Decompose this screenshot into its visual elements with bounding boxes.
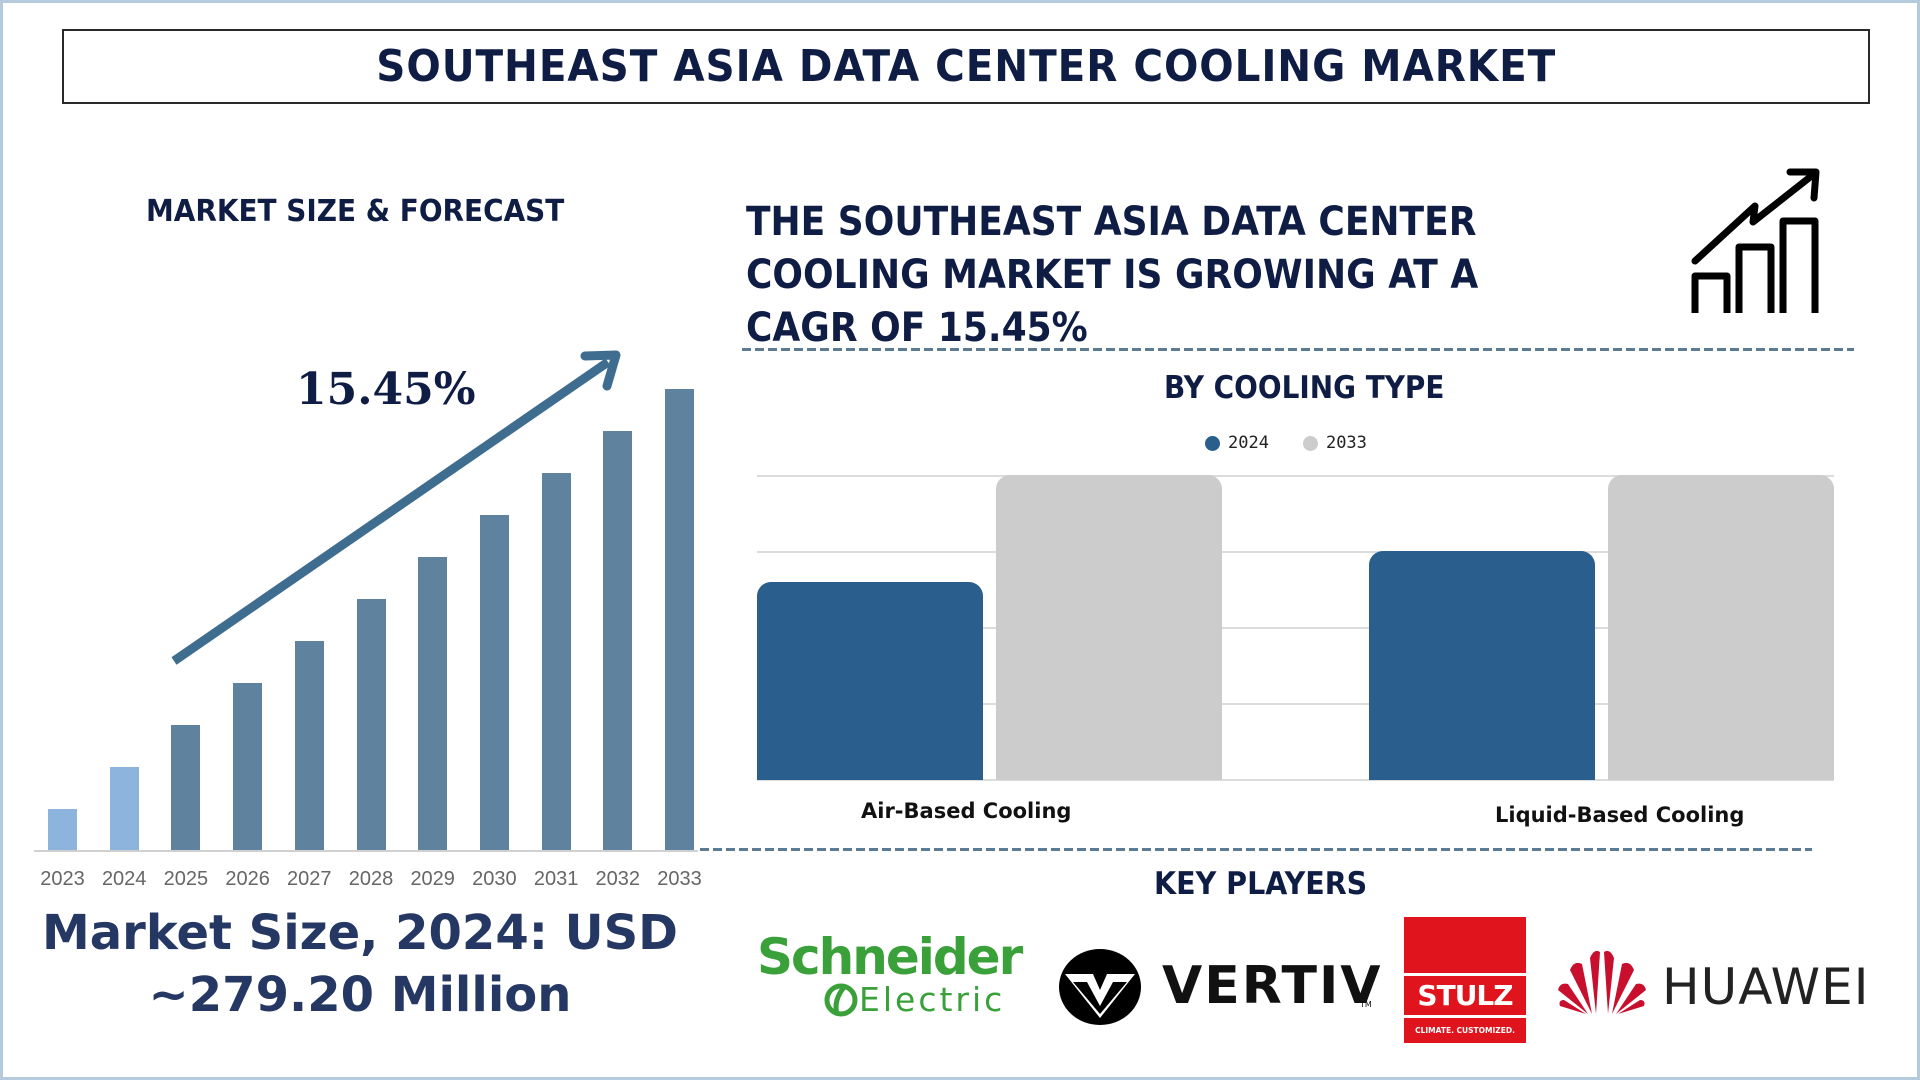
logo-vertiv-wordmark: VERTIV — [1162, 956, 1383, 1016]
gridline — [757, 703, 1834, 705]
legend-dot-icon — [1302, 435, 1318, 451]
bar-2024 — [109, 767, 139, 851]
gridline — [757, 475, 1834, 477]
bar-air-based-cooling-2024 — [757, 581, 983, 780]
divider-bottom — [700, 848, 1812, 851]
cagr-headline: THE SOUTHEAST ASIA DATA CENTER COOLING M… — [746, 196, 1478, 355]
market-size-heading: MARKET SIZE & FORECAST — [146, 194, 565, 229]
year-label: 2023 — [40, 868, 85, 890]
logo-huawei-wordmark: HUAWEI — [1662, 958, 1870, 1016]
legend-item-2024: 2024 — [1205, 433, 1269, 453]
category-label-liquid: Liquid-Based Cooling — [1495, 803, 1745, 827]
segment-heading: BY COOLING TYPE — [1164, 370, 1445, 406]
bar-liquid-based-cooling-2033 — [1608, 475, 1834, 780]
bar-2023 — [48, 809, 77, 851]
year-label: 2027 — [287, 868, 332, 890]
bar-2030 — [479, 515, 509, 851]
logo-schneider-electric: Schneider Electric — [757, 930, 1037, 1030]
bar-2031 — [541, 473, 571, 851]
legend-item-2033: 2033 — [1302, 433, 1367, 453]
logo-schneider-wordmark: Schneider — [757, 928, 1023, 986]
bar-2027 — [294, 641, 324, 851]
divider-top — [742, 348, 1854, 351]
key-players-heading: KEY PLAYERS — [1154, 866, 1368, 902]
headline-line-1: THE SOUTHEAST ASIA DATA CENTER — [746, 199, 1477, 245]
market-size-line-1: Market Size, 2024: USD — [41, 905, 679, 961]
bar-2026 — [233, 683, 263, 851]
year-label: 2026 — [225, 868, 270, 890]
legend-label: 2033 — [1325, 433, 1367, 453]
year-label: 2029 — [410, 868, 455, 890]
chart-legend: 2024 2033 — [1205, 433, 1401, 453]
bar-2028 — [356, 599, 386, 851]
bar-2029 — [418, 557, 448, 851]
year-label: 2031 — [533, 868, 579, 890]
gridline — [757, 551, 1834, 553]
market-size-line-2: ~279.20 Million — [148, 967, 572, 1023]
vertiv-logo-icon — [1059, 949, 1141, 1025]
category-label-air: Air-Based Cooling — [861, 799, 1072, 823]
headline-line-3: CAGR OF 15.45% — [746, 305, 1088, 351]
growth-chart-icon — [1691, 168, 1820, 313]
year-label: 2025 — [163, 868, 209, 890]
cagr-annotation: 15.45% — [296, 364, 476, 415]
market-size-text: Market Size, 2024: USD ~279.20 Million — [0, 902, 720, 1026]
bar-2032 — [603, 431, 633, 851]
x-axis-line — [34, 850, 698, 852]
schneider-life-is-on-icon — [824, 983, 858, 1016]
bar-2025 — [171, 725, 201, 851]
stulz-top-block — [1404, 917, 1526, 976]
year-label: 2030 — [472, 868, 517, 890]
gridline — [757, 627, 1834, 629]
vertiv-trademark: TM — [1360, 1000, 1372, 1009]
growth-arrow-icon — [171, 350, 621, 665]
logo-stulz: STULZ CLIMATE. CUSTOMIZED. — [1404, 917, 1526, 1043]
logo-stulz-tagline: CLIMATE. CUSTOMIZED. — [1415, 1026, 1515, 1035]
bar-liquid-based-cooling-2024 — [1369, 551, 1595, 780]
year-label: 2028 — [348, 868, 394, 890]
year-label: 2033 — [657, 868, 702, 890]
huawei-petal-icon — [1558, 950, 1646, 1014]
logo-stulz-wordmark: STULZ — [1404, 976, 1526, 1018]
logo-schneider-subtext: Electric — [859, 980, 1006, 1019]
bar-2033 — [665, 389, 694, 851]
year-label: 2032 — [595, 868, 641, 890]
year-label: 2024 — [101, 868, 147, 890]
bar-air-based-cooling-2033 — [996, 475, 1222, 780]
gridline-baseline — [757, 779, 1834, 781]
page-title: SOUTHEAST ASIA DATA CENTER COOLING MARKE… — [376, 41, 1556, 92]
legend-dot-icon — [1205, 435, 1220, 451]
headline-line-2: COOLING MARKET IS GROWING AT A — [746, 252, 1479, 298]
legend-label: 2024 — [1228, 433, 1269, 453]
title-box: SOUTHEAST ASIA DATA CENTER COOLING MARKE… — [62, 29, 1870, 104]
